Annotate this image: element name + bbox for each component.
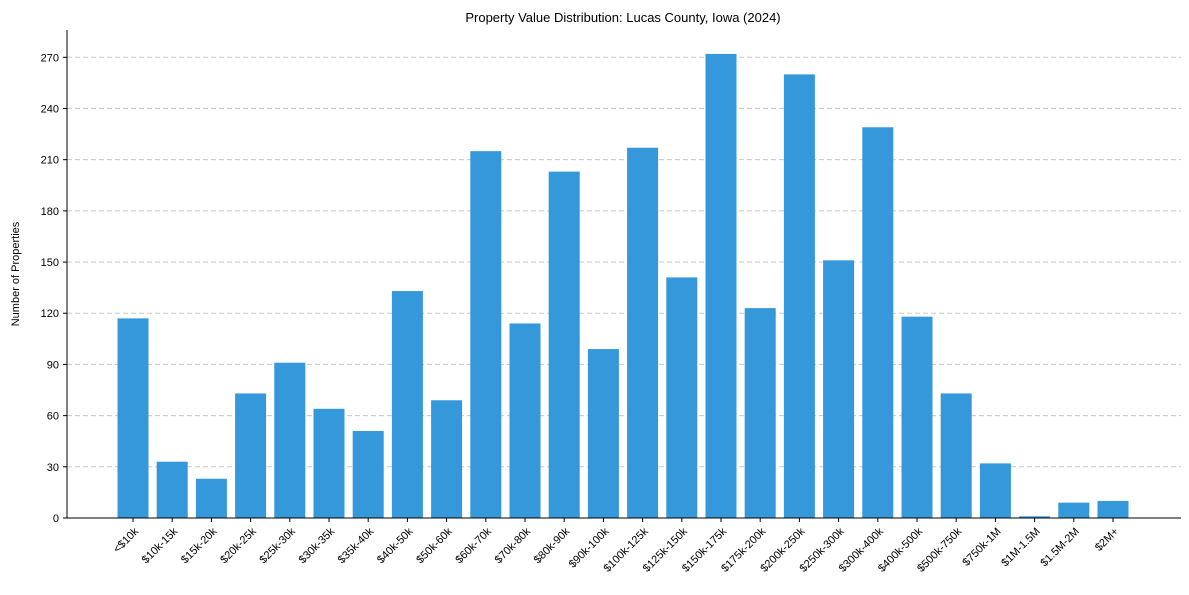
bar bbox=[587, 349, 619, 518]
chart-title: Property Value Distribution: Lucas Count… bbox=[465, 10, 780, 25]
bar bbox=[1058, 502, 1090, 518]
bar bbox=[117, 318, 149, 518]
bar bbox=[313, 408, 345, 518]
x-tick-label: $40k-50k bbox=[375, 525, 416, 566]
bars bbox=[117, 53, 1129, 519]
x-tick-label: $1.5M-2M bbox=[1038, 526, 1082, 570]
bar bbox=[274, 362, 306, 518]
y-tick-label: 60 bbox=[47, 411, 59, 423]
bar bbox=[744, 308, 776, 518]
y-axis-label: Number of Properties bbox=[10, 221, 22, 326]
y-tick-label: 180 bbox=[41, 206, 59, 218]
y-tick-label: 90 bbox=[47, 359, 59, 371]
x-ticks: <$10k$10k-15k$15k-20k$20k-25k$25k-30k$30… bbox=[111, 518, 1121, 575]
grid-lines bbox=[67, 56, 1181, 468]
y-tick-label: 240 bbox=[41, 103, 59, 115]
bar bbox=[391, 291, 423, 518]
bar bbox=[940, 393, 972, 518]
bar bbox=[783, 74, 815, 518]
x-tick-label: $750k-1M bbox=[960, 526, 1003, 569]
bar bbox=[548, 171, 580, 518]
bar bbox=[901, 316, 933, 518]
bar bbox=[705, 53, 737, 518]
y-tick-label: 270 bbox=[41, 52, 59, 64]
bar bbox=[509, 323, 541, 518]
bar bbox=[979, 463, 1011, 518]
x-tick-label: $25k-30k bbox=[257, 525, 298, 566]
bar bbox=[431, 400, 463, 518]
bar bbox=[352, 430, 384, 518]
bar bbox=[1019, 516, 1051, 518]
bar bbox=[666, 277, 698, 518]
x-tick-label: $80k-90k bbox=[532, 525, 573, 566]
x-tick-label: $35k-40k bbox=[336, 525, 377, 566]
x-tick-label: $10k-15k bbox=[140, 525, 181, 566]
bar bbox=[1097, 500, 1129, 518]
x-tick-label: $70k-80k bbox=[493, 525, 534, 566]
bar bbox=[823, 260, 855, 518]
x-tick-label: $60k-70k bbox=[453, 525, 494, 566]
y-tick-label: 30 bbox=[47, 462, 59, 474]
x-tick-label: <$10k bbox=[111, 525, 141, 555]
y-ticks: 0 30 60 90 120 150 180 210 240 270 bbox=[41, 52, 67, 525]
x-tick-label: $1M-1.5M bbox=[999, 526, 1043, 570]
bar bbox=[627, 147, 659, 519]
bar bbox=[862, 127, 894, 519]
y-tick-label: 0 bbox=[53, 513, 59, 525]
bar bbox=[470, 151, 502, 518]
bar bbox=[195, 478, 227, 518]
x-tick-label: $30k-35k bbox=[297, 525, 338, 566]
x-tick-label: $2M+ bbox=[1093, 526, 1121, 554]
y-tick-label: 150 bbox=[41, 257, 59, 269]
bar bbox=[156, 461, 188, 518]
y-tick-label: 120 bbox=[41, 308, 59, 320]
x-tick-label: $50k-60k bbox=[414, 525, 455, 566]
x-tick-label: $20k-25k bbox=[218, 525, 259, 566]
x-tick-label: $15k-20k bbox=[179, 525, 220, 566]
y-tick-label: 210 bbox=[41, 155, 59, 167]
bar bbox=[235, 393, 267, 518]
axes bbox=[66, 30, 1181, 519]
